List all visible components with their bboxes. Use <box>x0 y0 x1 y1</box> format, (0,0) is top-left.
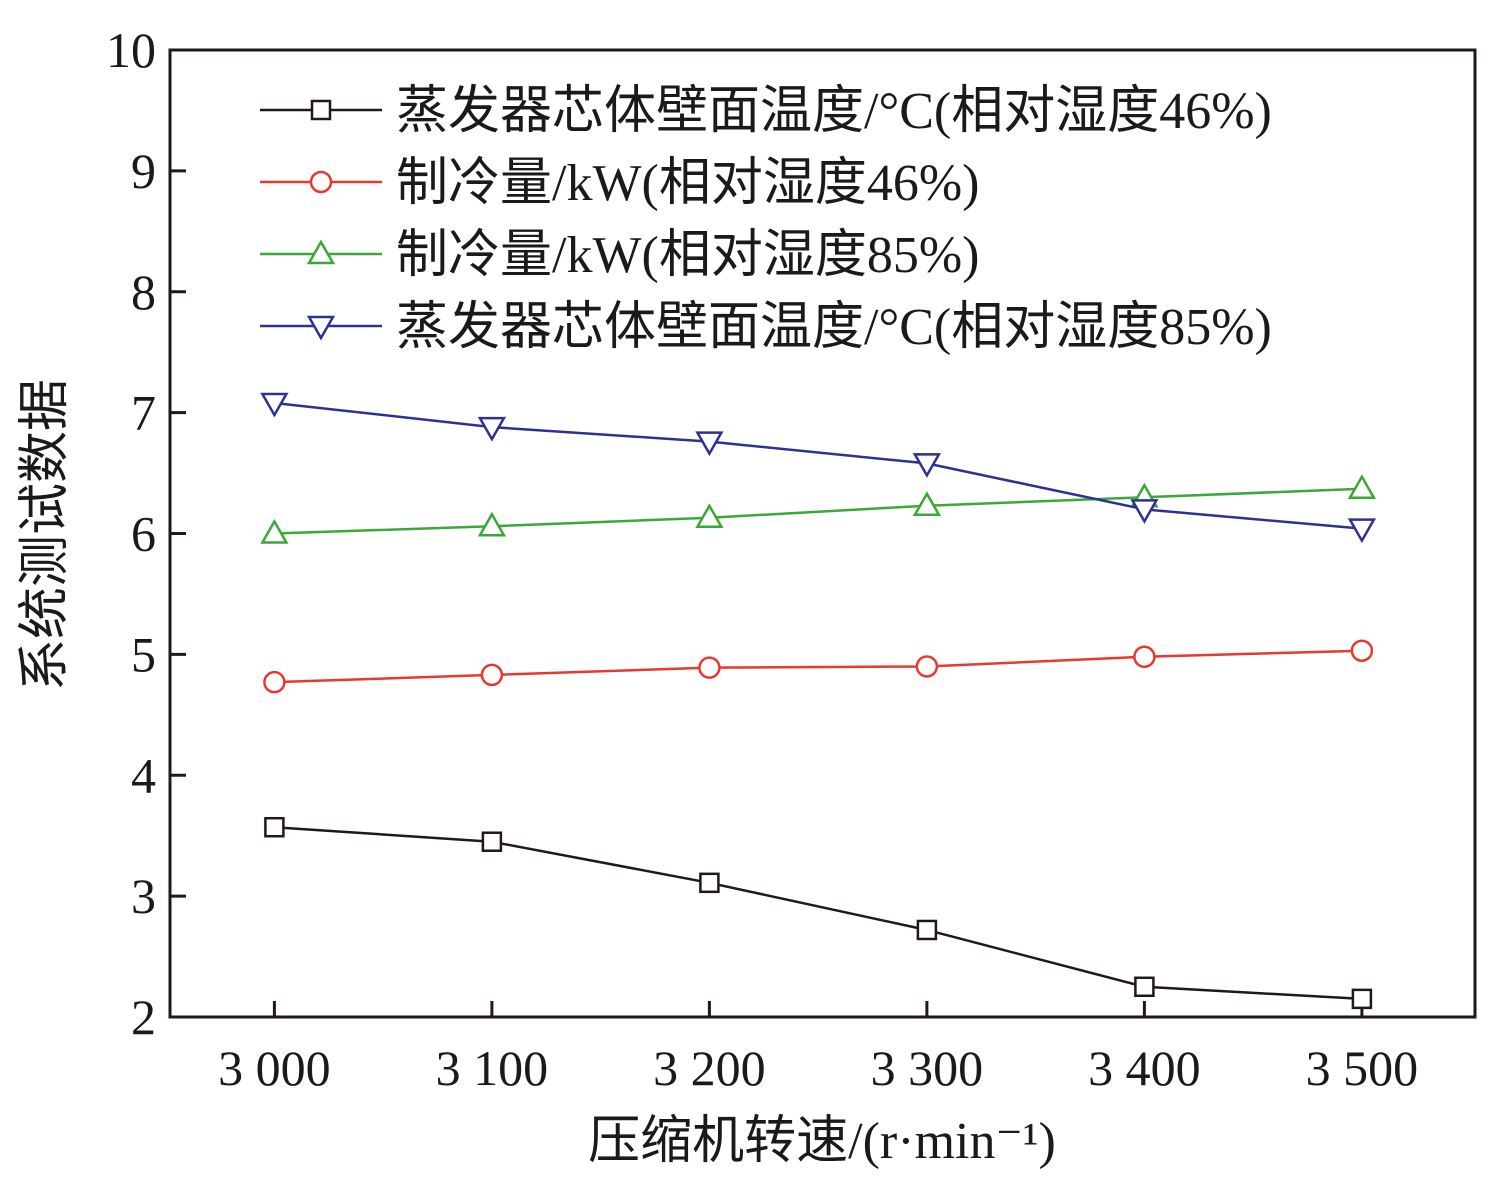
data-point-square <box>1351 988 1373 1010</box>
y-tick-label: 5 <box>131 626 156 682</box>
data-point-circle <box>480 663 504 687</box>
y-tick-label: 8 <box>131 264 156 320</box>
data-point-triangle-up <box>1347 474 1377 500</box>
data-point-square <box>1134 976 1155 998</box>
y-tick-label: 2 <box>131 989 156 1045</box>
data-point-triangle-down <box>306 315 336 341</box>
y-tick-label: 3 <box>131 868 156 924</box>
data-point-circle <box>1350 639 1374 662</box>
data-point-triangle-up <box>695 503 724 529</box>
data-point-circle <box>1133 645 1156 669</box>
series-layer <box>260 392 1377 1010</box>
x-axis-title: 压缩机转速/(r·min⁻¹) <box>588 1113 1056 1170</box>
y-tick-label: 10 <box>106 22 156 78</box>
y-tick-label: 4 <box>131 747 156 803</box>
y-tick-label: 9 <box>131 143 156 199</box>
x-tick-label: 3 000 <box>218 1040 331 1096</box>
data-point-triangle-down <box>260 392 289 418</box>
data-point-triangle-up <box>912 491 942 516</box>
series-line <box>274 649 1362 684</box>
series-line <box>274 487 1362 535</box>
data-point-circle <box>263 670 286 694</box>
data-point-square <box>699 872 720 894</box>
y-axis: 2 3 4 5 6 7 8 9 10 <box>106 22 186 1045</box>
series-1 <box>264 816 1373 1010</box>
legend-label: 蒸发器芯体壁面温度/°C(相对湿度85%) <box>396 299 1272 356</box>
y-tick-label: 7 <box>131 385 156 441</box>
x-tick-label: 3 200 <box>653 1040 766 1096</box>
x-tick-label: 3 300 <box>871 1040 984 1096</box>
legend-label: 制冷量/kW(相对湿度85%) <box>396 227 979 284</box>
legend: 蒸发器芯体壁面温度/°C(相对湿度46%) 制冷量/kW(相对湿度46%) 制冷量/… <box>260 83 1272 356</box>
data-point-triangle-down <box>695 431 724 457</box>
data-point-square <box>481 831 503 852</box>
x-tick-label: 3 400 <box>1088 1040 1201 1096</box>
legend-label: 制冷量/kW(相对湿度46%) <box>396 155 979 212</box>
data-point-square <box>310 99 332 121</box>
data-point-triangle-up <box>260 518 289 544</box>
series-2 <box>263 639 1374 694</box>
data-point-triangle-up <box>477 511 507 537</box>
data-point-triangle-up <box>306 239 336 265</box>
data-point-circle <box>915 655 939 678</box>
x-tick-label: 3 100 <box>436 1040 549 1096</box>
legend-item: 蒸发器芯体壁面温度/°C(相对湿度85%) <box>260 299 1272 356</box>
data-point-triangle-down <box>1130 499 1159 524</box>
series-3 <box>260 474 1377 544</box>
x-axis: 3 000 3 100 3 200 3 300 3 400 3 500 <box>218 1001 1418 1096</box>
data-point-square <box>916 919 938 941</box>
legend-item: 制冷量/kW(相对湿度85%) <box>260 227 979 284</box>
y-tick-label: 6 <box>131 506 156 562</box>
data-point-triangle-down <box>912 453 942 478</box>
x-tick-label: 3 500 <box>1306 1040 1419 1096</box>
data-point-triangle-down <box>1347 518 1377 544</box>
data-point-square <box>264 816 285 838</box>
series-line <box>274 825 1362 1001</box>
legend-label: 蒸发器芯体壁面温度/°C(相对湿度46%) <box>396 83 1272 140</box>
series-line <box>274 401 1363 530</box>
data-point-circle <box>698 656 721 679</box>
series-4 <box>260 392 1377 544</box>
legend-item: 制冷量/kW(相对湿度46%) <box>260 155 979 212</box>
data-point-triangle-down <box>477 416 507 442</box>
y-axis-title: 系统测试数据 <box>17 379 74 691</box>
legend-item: 蒸发器芯体壁面温度/°C(相对湿度46%) <box>260 83 1272 140</box>
data-point-circle <box>309 170 333 194</box>
